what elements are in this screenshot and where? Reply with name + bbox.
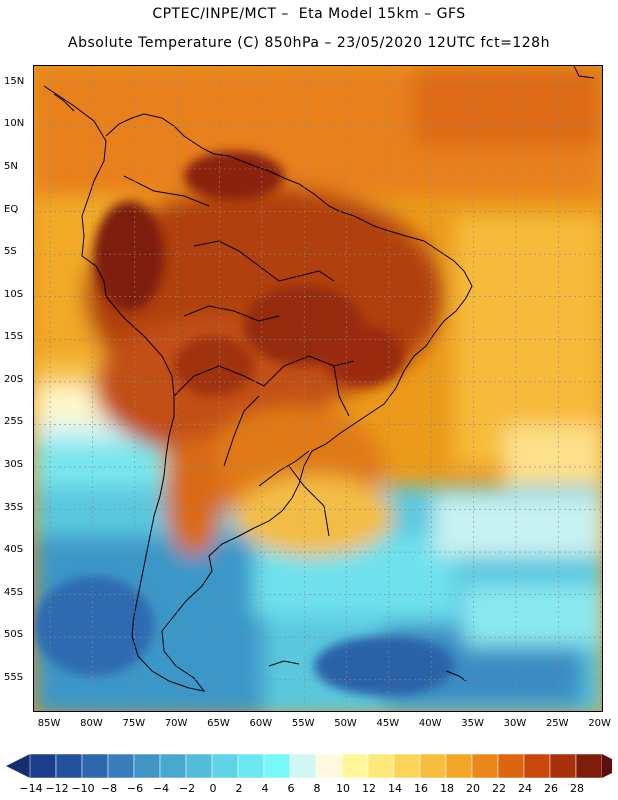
- colorbar-label: −10: [71, 782, 95, 795]
- colorbar-label: 28: [570, 782, 584, 795]
- latitude-label: 15S: [4, 331, 24, 343]
- latitude-label: 5S: [4, 246, 17, 258]
- colorbar-swatch: [575, 753, 603, 779]
- longitude-label: 20W: [588, 718, 611, 729]
- lat-lon-grid: [34, 66, 602, 711]
- colorbar-high-arrow: [602, 754, 612, 778]
- colorbar-swatch: [29, 753, 57, 779]
- latitude-label: 30S: [4, 458, 24, 470]
- colorbar-label: 8: [313, 782, 321, 795]
- colorbar-label: −2: [178, 782, 196, 795]
- colorbar-label: 2: [235, 782, 243, 795]
- colorbar-swatch: [523, 753, 551, 779]
- colorbar-label: 10: [336, 782, 350, 795]
- longitude-label: 50W: [334, 718, 357, 729]
- colorbar-label: −6: [126, 782, 144, 795]
- colorbar-swatch: [211, 753, 239, 779]
- colorbar-swatch: [237, 753, 265, 779]
- colorbar-label: 6: [287, 782, 295, 795]
- colorbar-label: 18: [440, 782, 454, 795]
- colorbar-swatch: [497, 753, 525, 779]
- colorbar-swatch: [55, 753, 83, 779]
- colorbar-label: 12: [362, 782, 376, 795]
- temperature-map: [33, 65, 603, 712]
- colorbar-label: 0: [209, 782, 217, 795]
- colorbar-swatch: [315, 753, 343, 779]
- latitude-label: 40S: [4, 544, 24, 556]
- longitude-label: 65W: [207, 718, 230, 729]
- colorbar-label: −12: [45, 782, 69, 795]
- longitude-label: 40W: [418, 718, 442, 729]
- longitude-label: 75W: [122, 718, 146, 729]
- latitude-label: 10S: [4, 288, 24, 300]
- colorbar-swatch: [367, 753, 395, 779]
- colorbar-swatch: [549, 753, 577, 779]
- longitude-label: 85W: [37, 718, 61, 729]
- colorbar-label: 4: [261, 782, 269, 795]
- longitude-label: 25W: [545, 718, 569, 729]
- colorbar-label: −4: [152, 782, 170, 795]
- longitude-label: 35W: [461, 718, 484, 729]
- colorbar-swatch: [81, 753, 109, 779]
- colorbar-swatch: [289, 753, 317, 779]
- colorbar-swatch: [185, 753, 213, 779]
- longitude-label: 45W: [376, 718, 400, 729]
- latitude-label: 45S: [4, 586, 24, 598]
- latitude-label: 15N: [4, 75, 25, 87]
- latitude-label: 5N: [4, 161, 18, 172]
- colorbar-label: 16: [414, 782, 428, 795]
- colorbar-low-arrow: [6, 754, 30, 778]
- title-line-2: Absolute Temperature (C) 850hPa – 23/05/…: [68, 35, 550, 51]
- latitude-label: 20S: [4, 373, 24, 385]
- colorbar-swatch: [133, 753, 161, 779]
- colorbar-label: 20: [466, 782, 480, 795]
- longitude-label: 70W: [164, 718, 188, 729]
- map-canvas: [34, 66, 602, 711]
- colorbar-label: 26: [544, 782, 558, 795]
- colorbar-label: 14: [388, 782, 402, 795]
- longitude-label: 55W: [291, 718, 315, 729]
- latitude-label: 10N: [4, 118, 25, 130]
- colorbar-label: −14: [19, 782, 43, 795]
- coastlines: [43, 66, 595, 692]
- colorbar-label: 24: [518, 782, 532, 795]
- colorbar-swatch: [393, 753, 421, 779]
- latitude-label: 35S: [4, 501, 24, 513]
- longitude-label: 30W: [503, 718, 527, 729]
- colorbar-swatch: [263, 753, 291, 779]
- colorbar-swatch: [471, 753, 499, 779]
- latitude-label: 55S: [4, 671, 24, 683]
- colorbar-label: 22: [492, 782, 506, 795]
- longitude-label: 80W: [80, 718, 103, 729]
- colorbar-swatch: [107, 753, 135, 779]
- latitude-label: 25S: [4, 416, 24, 428]
- colorbar-swatch: [419, 753, 447, 779]
- colorbar-swatch: [159, 753, 187, 779]
- colorbar-swatch: [445, 753, 473, 779]
- title-line-1: CPTEC/INPE/MCT – Eta Model 15km – GFS: [152, 6, 466, 22]
- colorbar: [6, 753, 612, 779]
- colorbar-swatch: [341, 753, 369, 779]
- longitude-label: 60W: [249, 718, 273, 729]
- latitude-label: 50S: [4, 629, 24, 641]
- colorbar-label: −8: [100, 782, 118, 795]
- latitude-label: EQ: [4, 203, 19, 215]
